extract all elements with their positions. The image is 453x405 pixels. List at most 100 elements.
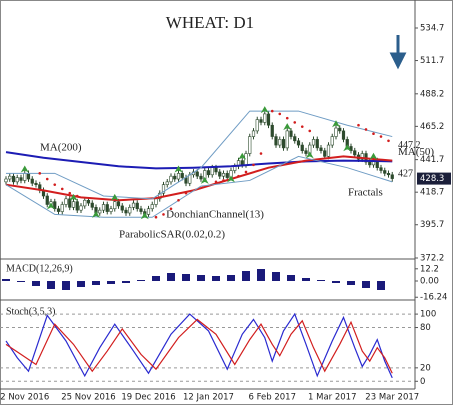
series-label: MA(50): [398, 146, 434, 158]
channel-upper: [6, 110, 393, 200]
candle-body: [169, 175, 173, 183]
candle-body: [304, 150, 308, 154]
candle-body: [255, 119, 259, 132]
candle-body: [263, 113, 267, 123]
candle-body: [109, 208, 113, 212]
macd-bar: [122, 281, 130, 283]
candle-body: [75, 201, 79, 211]
x-tick-label: 1 Mar 2017: [308, 393, 356, 403]
candle-body: [390, 174, 394, 179]
sar-dot: [379, 135, 383, 138]
candle-body: [330, 136, 334, 146]
candle-body: [240, 160, 244, 166]
annotation: 427: [398, 169, 413, 180]
macd-bar: [47, 281, 55, 289]
y-tick-label: 0.00: [420, 277, 439, 287]
fractal-marker: [227, 175, 235, 183]
sar-dot: [177, 198, 180, 202]
annotation: 447.2: [398, 140, 421, 151]
candle-body: [326, 144, 331, 157]
candle-body: [11, 175, 16, 183]
macd-bar: [17, 281, 25, 282]
sar-dot: [68, 191, 72, 195]
macd-bar: [302, 278, 310, 281]
macd-bar: [92, 281, 100, 285]
sar-dot: [372, 132, 375, 136]
y-tick-label: 395.7: [420, 220, 444, 230]
macd-bar: [272, 272, 280, 281]
macd-bar: [2, 279, 10, 281]
fractal-marker: [238, 152, 247, 160]
candle-body: [131, 202, 136, 208]
sar-dot: [357, 123, 360, 127]
sar-dot: [154, 215, 158, 219]
candle-body: [180, 173, 184, 178]
candle-body: [300, 144, 304, 152]
macd-bar: [182, 274, 190, 281]
candle-body: [251, 130, 256, 137]
candle-body: [266, 113, 271, 126]
candle-body: [206, 170, 211, 176]
candle-body: [124, 209, 128, 214]
price-box: [417, 172, 451, 185]
candle-body: [199, 175, 203, 180]
candle-body: [319, 147, 323, 152]
macd-bar: [227, 275, 235, 281]
candle-body: [278, 139, 282, 146]
candle-body: [53, 201, 57, 210]
candle-body: [221, 173, 226, 177]
macd-bar: [152, 276, 160, 281]
macd-bar: [362, 281, 370, 288]
y-tick-label: 488.2: [420, 89, 444, 99]
candle-body: [315, 139, 319, 149]
sar-dot: [252, 163, 255, 167]
macd-bar: [257, 269, 265, 281]
panel-title: Stoch(3,5,3): [6, 306, 55, 317]
x-tick-label: 23 Mar 2017: [365, 393, 419, 403]
channel-lower: [5, 155, 393, 218]
candle-body: [214, 167, 218, 173]
candle-body: [311, 139, 316, 146]
y-tick-label: 441.7: [420, 155, 444, 165]
x-tick-label: 2 Nov 2016: [0, 393, 49, 403]
candle-body: [60, 204, 64, 212]
fractal-marker: [343, 144, 352, 152]
series-label: Fractals: [348, 187, 383, 199]
fractal-marker: [20, 165, 29, 173]
x-tick-label: 12 Jan 2017: [183, 393, 234, 403]
candle-body: [8, 175, 12, 180]
candle-body: [195, 171, 199, 177]
stoch-line: [5, 318, 393, 374]
candle-body: [128, 207, 132, 214]
sar-dot: [184, 191, 188, 195]
candle-body: [218, 171, 222, 177]
y-tick-label: 20: [420, 363, 431, 373]
candle-body: [341, 130, 346, 140]
candle-body: [386, 173, 391, 176]
candle-body: [71, 201, 76, 208]
candle-body: [135, 202, 139, 210]
sar-dot: [259, 152, 263, 155]
fractal-marker: [283, 123, 292, 131]
candle-body: [270, 124, 274, 137]
sar-dot: [75, 194, 79, 198]
sar-dot: [387, 139, 390, 143]
sar-dot: [237, 174, 240, 178]
sar-dot: [162, 213, 165, 216]
y-tick-label: -16.24: [420, 293, 447, 303]
y-tick-label: 372.2: [420, 254, 444, 264]
fractal-marker: [260, 106, 269, 114]
candle-body: [90, 202, 94, 208]
candle-body: [293, 136, 297, 142]
sar-dot: [53, 183, 57, 186]
y-tick-label: 80: [420, 323, 431, 333]
candle-body: [338, 127, 342, 132]
candle-body: [86, 199, 91, 204]
macd-bar: [347, 281, 355, 285]
candle-body: [98, 209, 102, 214]
sar-dot: [300, 125, 304, 128]
candle-body: [383, 170, 387, 174]
macd-bar: [317, 280, 325, 281]
sar-dot: [278, 112, 282, 116]
